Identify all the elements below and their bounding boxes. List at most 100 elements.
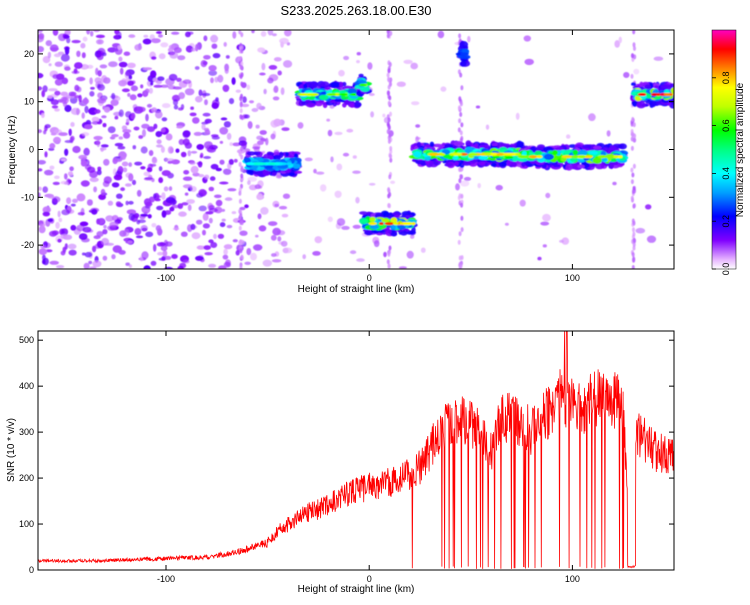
streak-blob <box>630 73 634 79</box>
streak-blob <box>459 101 463 107</box>
signal-halo <box>366 211 372 216</box>
noise-blob <box>201 92 211 97</box>
noise-blob <box>68 249 77 256</box>
noise-blob <box>282 193 291 199</box>
streak-blob <box>387 90 390 96</box>
noise-blob <box>211 43 218 49</box>
noise-blob <box>51 105 59 109</box>
noise-blob <box>160 84 169 88</box>
noise-blob <box>633 68 640 75</box>
streak-blob <box>239 239 243 245</box>
noise-blob <box>64 148 69 156</box>
noise-blob <box>171 254 178 259</box>
streak-blob <box>458 118 462 124</box>
noise-blob <box>283 60 293 68</box>
noise-blob <box>352 170 361 174</box>
snr-x-tick-label: -100 <box>157 574 175 584</box>
noise-blob <box>121 88 130 93</box>
noise-blob <box>130 85 138 92</box>
noise-blob <box>42 186 48 193</box>
signal-halo <box>454 161 459 166</box>
noise-blob <box>195 255 204 261</box>
noise-blob <box>495 184 503 191</box>
noise-blob <box>156 144 163 148</box>
noise-blob <box>44 169 54 176</box>
noise-blob <box>202 61 208 66</box>
noise-blob <box>147 126 155 132</box>
noise-blob <box>180 231 188 237</box>
noise-blob <box>204 118 212 124</box>
snr-series-line <box>38 331 674 569</box>
noise-blob <box>219 159 225 165</box>
noise-blob <box>209 176 216 181</box>
noise-blob <box>64 66 71 71</box>
noise-blob <box>54 61 63 67</box>
noise-blob <box>208 65 217 72</box>
noise-blob <box>203 141 213 150</box>
streak-blob <box>458 231 462 237</box>
noise-blob <box>257 47 266 53</box>
streak-blob <box>387 117 391 123</box>
noise-blob <box>338 69 345 77</box>
noise-blob <box>157 228 163 236</box>
noise-blob <box>519 199 526 207</box>
noise-blob <box>158 34 163 38</box>
noise-blob <box>42 254 46 261</box>
noise-blob <box>67 171 74 176</box>
streak-blob <box>460 255 464 261</box>
signal-peak <box>468 152 478 156</box>
noise-blob <box>43 130 47 135</box>
signal-core <box>587 151 598 155</box>
noise-blob <box>53 53 62 58</box>
noise-blob <box>107 200 114 206</box>
noise-blob <box>132 145 137 150</box>
signal-halo <box>644 84 651 90</box>
noise-blob <box>57 238 62 243</box>
noise-blob <box>142 67 153 71</box>
snr-y-tick-label: 200 <box>19 473 34 483</box>
noise-blob <box>259 130 267 135</box>
noise-blob <box>161 192 166 200</box>
streak-blob <box>238 225 242 231</box>
noise-blob <box>415 136 419 143</box>
noise-blob <box>80 42 86 49</box>
noise-blob <box>232 31 237 39</box>
noise-blob <box>102 229 108 235</box>
noise-blob <box>267 77 274 84</box>
spectrogram-x-label: Height of straight line (km) <box>298 284 415 295</box>
signal-peak <box>368 222 377 226</box>
noise-blob <box>109 221 119 228</box>
noise-blob <box>103 106 111 113</box>
noise-blob <box>48 88 58 92</box>
signal-peak <box>299 93 309 96</box>
signal-halo <box>478 161 486 166</box>
streak-blob <box>458 178 462 184</box>
noise-blob <box>117 45 122 50</box>
noise-blob <box>161 117 168 122</box>
noise-blob <box>149 163 157 167</box>
signal-core <box>610 158 618 162</box>
noise-blob <box>156 31 162 34</box>
noise-blob <box>144 90 148 95</box>
noise-blob <box>256 102 262 110</box>
noise-blob <box>41 90 45 98</box>
signal-core <box>292 163 301 169</box>
streak-blob <box>386 129 390 135</box>
noise-blob <box>128 162 133 167</box>
noise-blob <box>190 150 198 154</box>
noise-blob <box>128 213 135 221</box>
noise-blob <box>95 34 105 39</box>
noise-blob <box>163 186 169 192</box>
noise-blob <box>241 103 250 108</box>
noise-blob <box>78 154 88 160</box>
noise-blob <box>254 184 261 190</box>
noise-blob <box>144 201 153 207</box>
noise-blob <box>100 188 106 196</box>
noise-blob <box>229 142 233 147</box>
noise-blob <box>253 244 263 251</box>
noise-blob <box>270 133 276 140</box>
noise-blob <box>635 227 646 234</box>
noise-blob <box>53 136 61 144</box>
noise-blob <box>262 259 272 267</box>
noise-blob <box>87 166 96 173</box>
